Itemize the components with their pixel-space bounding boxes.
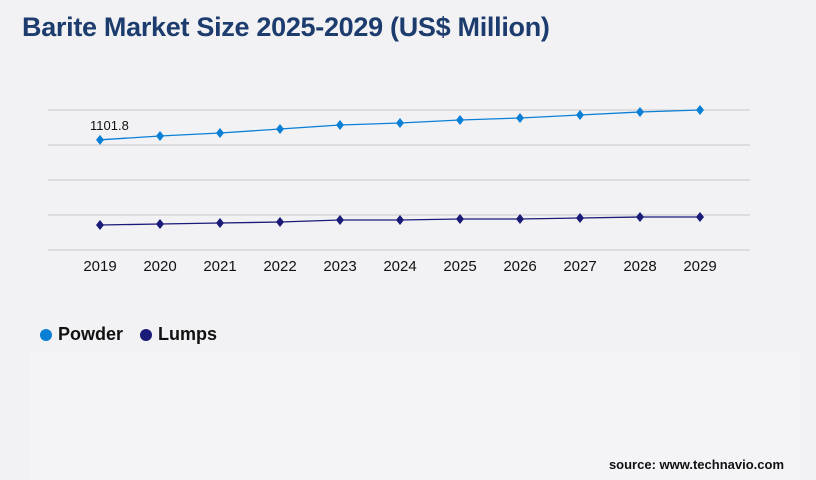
lumps-point <box>156 219 164 229</box>
powder-point <box>276 124 284 134</box>
powder-point <box>336 120 344 130</box>
lumps-legend-marker <box>140 328 152 341</box>
background-panel <box>30 352 800 480</box>
lumps-point <box>96 220 104 230</box>
powder-point <box>576 110 584 120</box>
x-tick-label: 2023 <box>323 258 356 275</box>
source-note: source: www.technavio.com <box>608 457 784 472</box>
x-tick-label: 2027 <box>563 258 596 275</box>
x-tick-label: 2020 <box>143 258 176 275</box>
x-tick-label: 2021 <box>203 258 236 275</box>
lumps-point <box>276 217 284 227</box>
x-tick-label: 2024 <box>383 258 416 275</box>
legend-label-lumps: Lumps <box>158 324 218 344</box>
legend-item-lumps: Lumps <box>140 324 217 345</box>
lumps-point <box>456 214 464 224</box>
x-tick-label: 2019 <box>83 258 116 275</box>
x-tick-label: 2028 <box>623 258 656 275</box>
powder-legend-marker <box>40 328 52 341</box>
powder-point <box>396 118 404 128</box>
x-tick-label: 2029 <box>683 258 716 275</box>
lumps-point <box>696 212 704 222</box>
lumps-point <box>336 215 344 225</box>
lumps-point <box>516 214 524 224</box>
x-tick-label: 2022 <box>263 258 296 275</box>
legend-item-powder: Powder <box>40 324 123 345</box>
x-tick-label: 2026 <box>503 258 536 275</box>
powder-point <box>636 107 644 117</box>
powder-point <box>96 134 104 145</box>
lumps-point <box>576 213 584 223</box>
chart-title: Barite Market Size 2025-2029 (US$ Millio… <box>22 12 550 42</box>
lumps-point <box>636 212 644 222</box>
lumps-point <box>396 215 404 225</box>
data-label: 1101.8 <box>90 118 129 133</box>
lumps-point <box>216 218 224 228</box>
powder-point <box>216 128 224 138</box>
powder-point <box>516 113 524 123</box>
powder-point <box>456 115 464 125</box>
powder-point <box>696 105 704 115</box>
legend-label-powder: Powder <box>58 324 124 344</box>
powder-point <box>156 131 164 141</box>
x-tick-label: 2025 <box>443 258 476 275</box>
